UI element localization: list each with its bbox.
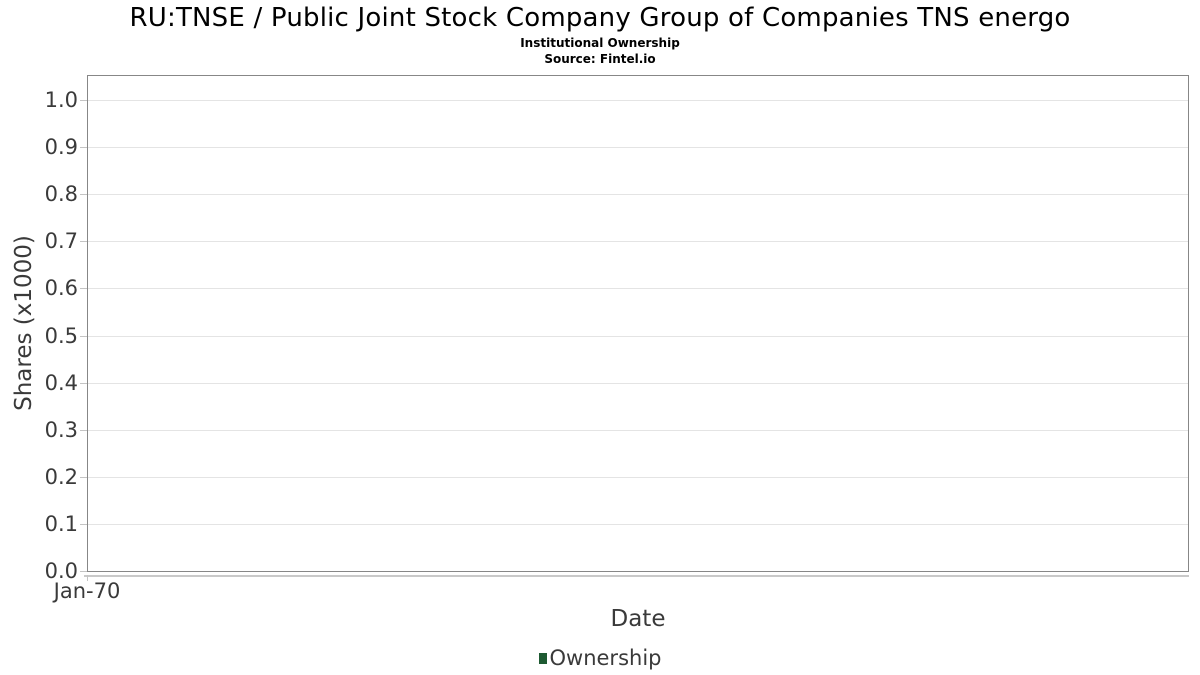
chart-title: RU:TNSE / Public Joint Stock Company Gro…	[129, 3, 1071, 33]
y-tick-label: 0.0	[44, 559, 78, 583]
y-tick-mark	[80, 194, 87, 195]
y-tick-mark	[80, 336, 87, 337]
x-axis-title: Date	[610, 606, 666, 632]
y-tick-label: 0.1	[44, 512, 78, 536]
y-tick-label: 1.0	[44, 88, 78, 112]
gridline	[88, 100, 1188, 101]
y-tick-label: 0.4	[44, 371, 78, 395]
plot-area	[87, 75, 1189, 572]
gridline	[88, 241, 1188, 242]
y-tick-label: 0.3	[44, 418, 78, 442]
y-tick-label: 0.6	[44, 276, 78, 300]
x-tick-label: Jan-70	[53, 579, 121, 603]
gridline	[88, 288, 1188, 289]
y-tick-mark	[80, 571, 87, 572]
y-tick-label: 0.8	[44, 182, 78, 206]
legend-item[interactable]: Ownership	[538, 646, 662, 670]
y-tick-label: 0.5	[44, 324, 78, 348]
legend-marker-icon	[538, 652, 547, 664]
gridline	[88, 430, 1188, 431]
gridline	[88, 524, 1188, 525]
x-axis-line	[84, 575, 1189, 577]
gridline	[88, 194, 1188, 195]
gridline	[88, 336, 1188, 337]
y-tick-mark	[80, 524, 87, 525]
gridline	[88, 147, 1188, 148]
legend: Ownership	[0, 645, 1200, 671]
y-tick-mark	[80, 288, 87, 289]
gridline	[88, 383, 1188, 384]
chart-source: Source: Fintel.io	[544, 52, 656, 66]
legend-label: Ownership	[549, 646, 662, 670]
x-tick-mark	[87, 575, 88, 581]
y-tick-mark	[80, 477, 87, 478]
y-tick-mark	[80, 147, 87, 148]
y-tick-mark	[80, 241, 87, 242]
y-tick-label: 0.2	[44, 465, 78, 489]
gridline	[88, 477, 1188, 478]
chart-subtitle: Institutional Ownership	[520, 36, 680, 50]
y-tick-label: 0.9	[44, 135, 78, 159]
y-tick-mark	[80, 383, 87, 384]
y-tick-mark	[80, 430, 87, 431]
y-tick-mark	[80, 100, 87, 101]
y-tick-label: 0.7	[44, 229, 78, 253]
